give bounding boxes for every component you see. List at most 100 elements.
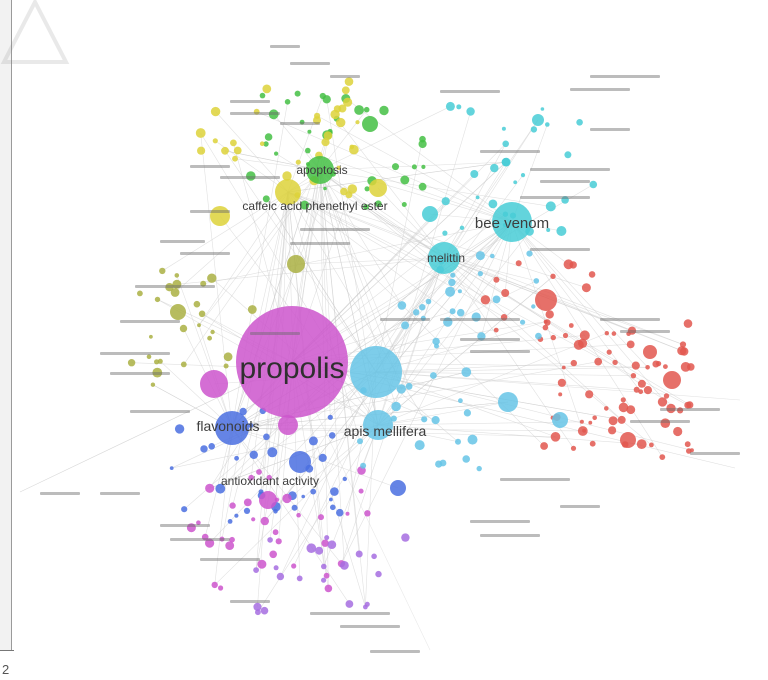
node-minor-6-7 bbox=[197, 323, 201, 328]
network-edge bbox=[336, 118, 445, 259]
network-edge bbox=[375, 362, 574, 373]
node-minor-3-2 bbox=[490, 253, 495, 259]
node-minor-3-20 bbox=[397, 301, 407, 310]
node-minor-9-19 bbox=[253, 602, 262, 612]
node-minor-0-48 bbox=[680, 347, 689, 356]
node-minor-10-5 bbox=[455, 438, 461, 445]
node-minor-6-11 bbox=[150, 382, 156, 387]
label-bee-venom: bee venom bbox=[475, 215, 549, 232]
node-minor-6-14 bbox=[152, 367, 163, 378]
node-minor-1-7 bbox=[515, 260, 522, 267]
node-minor-0-30 bbox=[663, 393, 670, 399]
node-magenta-3 bbox=[278, 415, 298, 435]
minor-label-14 bbox=[540, 180, 590, 183]
node-minor-10-16 bbox=[431, 416, 440, 425]
node-minor-5-23 bbox=[295, 159, 301, 165]
node-minor-0-27 bbox=[636, 439, 647, 449]
node-minor-4-4 bbox=[400, 175, 410, 185]
node-flavonoids bbox=[215, 411, 249, 445]
node-minor-8-9 bbox=[257, 559, 267, 569]
corner-mark: 2 bbox=[2, 662, 10, 677]
network-edge bbox=[377, 332, 607, 426]
network-edge bbox=[443, 257, 684, 345]
network-edge bbox=[183, 221, 513, 510]
node-minor-5-27 bbox=[197, 146, 206, 155]
node-minor-8-17 bbox=[260, 516, 269, 526]
node-minor-8-18 bbox=[205, 483, 215, 493]
node-minor-4-0 bbox=[418, 182, 427, 191]
node-minor-2-2 bbox=[589, 180, 598, 189]
minor-label-45 bbox=[530, 248, 590, 251]
minor-label-33 bbox=[560, 505, 600, 508]
node-olive-2 bbox=[287, 255, 305, 273]
node-minor-2-23 bbox=[459, 225, 465, 230]
node-minor-5-24 bbox=[232, 155, 238, 162]
label-antioxidant-activity: antioxidant activity bbox=[221, 474, 319, 488]
node-minor-0-33 bbox=[544, 319, 551, 326]
node-minor-8-10 bbox=[364, 510, 371, 517]
node-minor-2-24 bbox=[546, 228, 551, 232]
node-magenta-2 bbox=[200, 370, 228, 398]
network-edge bbox=[375, 174, 524, 373]
node-minor-0-68 bbox=[684, 401, 692, 409]
node-minor-5-14 bbox=[355, 120, 360, 125]
minor-label-5 bbox=[570, 88, 630, 91]
minor-label-41 bbox=[440, 318, 520, 321]
node-minor-2-4 bbox=[540, 107, 545, 111]
node-minor-8-28 bbox=[211, 581, 218, 589]
node-minor-6-25 bbox=[174, 273, 180, 278]
node-minor-2-17 bbox=[545, 201, 556, 212]
node-minor-9-7 bbox=[345, 600, 354, 608]
node-minor-0-11 bbox=[689, 448, 694, 453]
node-minor-3-14 bbox=[425, 298, 432, 305]
network-edge bbox=[375, 371, 637, 391]
node-large-blue bbox=[350, 346, 402, 398]
node-minor-6-16 bbox=[146, 354, 152, 360]
node-minor-8-25 bbox=[201, 533, 209, 541]
node-minor-2-5 bbox=[475, 195, 480, 200]
node-minor-5-9 bbox=[233, 146, 242, 155]
node-minor-5-30 bbox=[195, 128, 206, 138]
network-edge bbox=[287, 191, 587, 288]
node-minor-8-19 bbox=[269, 550, 278, 559]
node-minor-3-23 bbox=[450, 272, 456, 278]
node-minor-7-25 bbox=[263, 433, 270, 441]
node-minor-0-20 bbox=[687, 363, 695, 371]
node-minor-6-23 bbox=[247, 305, 257, 314]
node-minor-7-5 bbox=[329, 497, 333, 502]
network-edge bbox=[275, 153, 445, 259]
node-minor-6-17 bbox=[193, 300, 201, 308]
node-minor-2-29 bbox=[545, 122, 550, 127]
node-minor-9-3 bbox=[401, 533, 410, 542]
network-edge bbox=[176, 257, 445, 285]
node-minor-4-17 bbox=[268, 109, 279, 120]
node-yellow-3 bbox=[369, 179, 387, 197]
node-minor-8-3 bbox=[321, 539, 329, 547]
node-minor-9-14 bbox=[276, 572, 285, 581]
node-minor-7-23 bbox=[208, 443, 215, 450]
node-red-3 bbox=[643, 345, 657, 359]
minor-label-1 bbox=[290, 62, 330, 65]
node-minor-4-1 bbox=[363, 204, 369, 210]
node-minor-0-47 bbox=[618, 402, 629, 413]
node-minor-8-0 bbox=[282, 493, 292, 504]
node-minor-5-19 bbox=[336, 165, 341, 170]
node-minor-0-59 bbox=[683, 319, 693, 328]
node-minor-0-57 bbox=[589, 440, 596, 447]
node-minor-3-5 bbox=[457, 289, 462, 294]
node-minor-6-1 bbox=[154, 296, 161, 303]
node-minor-0-49 bbox=[643, 386, 653, 395]
node-melittin bbox=[428, 242, 460, 274]
minor-label-11 bbox=[190, 165, 230, 168]
network-edge bbox=[291, 344, 631, 363]
node-minor-5-29 bbox=[221, 146, 229, 155]
node-minor-8-29 bbox=[324, 584, 333, 593]
node-minor-0-36 bbox=[660, 418, 671, 429]
node-minor-0-45 bbox=[612, 359, 618, 366]
network-edge bbox=[307, 163, 445, 259]
node-minor-8-24 bbox=[218, 585, 224, 591]
node-minor-0-29 bbox=[570, 359, 577, 367]
node-minor-0-5 bbox=[561, 365, 566, 370]
minor-label-19 bbox=[100, 352, 170, 355]
node-minor-0-37 bbox=[645, 365, 650, 370]
